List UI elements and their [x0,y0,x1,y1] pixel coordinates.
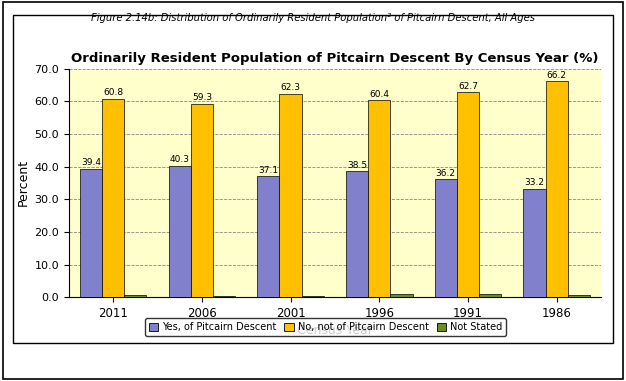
Title: Ordinarily Resident Population of Pitcairn Descent By Census Year (%): Ordinarily Resident Population of Pitcai… [71,52,598,65]
Bar [545,81,568,297]
X-axis label: Census Year: Census Year [297,324,373,337]
Text: 38.5: 38.5 [347,161,367,170]
Bar [102,99,125,297]
Text: Figure 2.14b: Distribution of Ordinarily Resident Population² of Pitcairn Descen: Figure 2.14b: Distribution of Ordinarily… [91,13,535,23]
Text: 40.3: 40.3 [170,155,190,164]
Bar [257,176,279,297]
Bar [457,93,479,297]
Legend: Yes, of Pitcairn Descent, No, not of Pitcairn Descent, Not Stated: Yes, of Pitcairn Descent, No, not of Pit… [145,319,506,336]
Text: 33.2: 33.2 [525,178,545,187]
Text: 62.3: 62.3 [280,83,300,93]
Bar [191,104,213,297]
Bar [568,295,590,297]
Bar [368,100,391,297]
Bar [279,94,302,297]
Bar [213,296,235,297]
Bar [80,168,102,297]
Bar [346,171,368,297]
Text: 37.1: 37.1 [259,166,279,175]
Text: 66.2: 66.2 [546,71,567,80]
Bar [302,296,324,297]
Bar [479,294,501,297]
Text: 60.8: 60.8 [103,88,123,97]
Text: 59.3: 59.3 [192,93,212,102]
Bar [523,189,545,297]
Bar [168,166,191,297]
Text: 39.4: 39.4 [81,158,101,167]
Y-axis label: Percent: Percent [18,159,30,207]
Bar [125,295,146,297]
Bar [391,294,413,297]
Bar [434,179,457,297]
Text: 36.2: 36.2 [436,169,456,178]
Text: 60.4: 60.4 [369,90,389,99]
Text: 62.7: 62.7 [458,82,478,91]
